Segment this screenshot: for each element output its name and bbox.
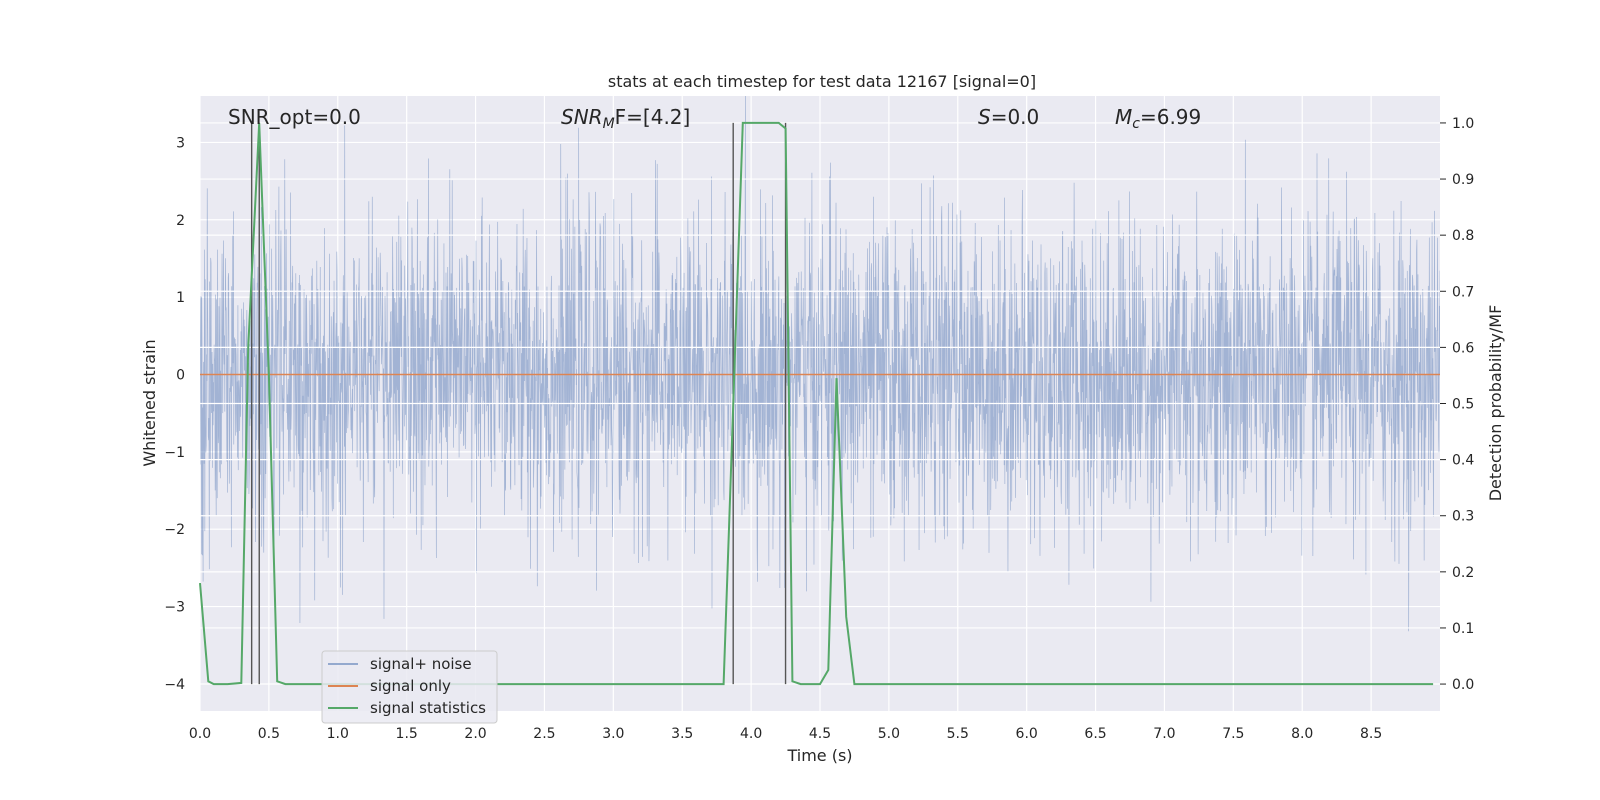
x-tick-label: 3.0 (602, 726, 624, 742)
right-y-tick-label: 0.5 (1452, 397, 1474, 413)
signal-noise-line (200, 96, 1440, 632)
x-tick-label: 8.5 (1360, 726, 1382, 742)
left-y-tick-label: −4 (164, 677, 185, 693)
right-y-axis-label: Detection probability/MF (1486, 305, 1505, 502)
x-tick-label: 0.5 (258, 726, 280, 742)
annotation-snr-mf-sub: M (603, 116, 615, 132)
annotations: SNR_opt=0.0 SNRMF=[4.2] S=0.0 Mc=6.99 (228, 105, 1201, 132)
annotation-s-rest: =0.0 (991, 105, 1040, 129)
left-y-tick-label: 0 (176, 367, 185, 383)
x-tick-label: 3.5 (671, 726, 693, 742)
left-y-axis-ticks: 3 2 1 0 −1 −2 −3 −4 (164, 135, 185, 693)
right-y-tick-label: 0.8 (1452, 228, 1474, 244)
legend-label-noise: signal+ noise (370, 655, 472, 673)
x-tick-label: 7.5 (1222, 726, 1244, 742)
left-y-tick-label: −1 (164, 445, 185, 461)
annotation-mc: Mc=6.99 (1115, 105, 1201, 132)
annotation-mc-sub: c (1132, 116, 1140, 132)
left-y-axis-label: Whitened strain (140, 339, 159, 466)
legend-box (321, 650, 498, 724)
signal-statistics-line (199, 121, 1434, 686)
annotation-snr-mf-rest: F=[4.2] (615, 105, 691, 129)
right-y-tick-label: 0.3 (1452, 509, 1474, 525)
x-tick-label: 6.0 (1016, 726, 1038, 742)
annotation-mc-rest: =6.99 (1140, 105, 1201, 129)
annotation-s: S=0.0 (978, 105, 1039, 129)
x-tick-label: 1.0 (327, 726, 349, 742)
x-tick-label: 6.5 (1084, 726, 1106, 742)
left-y-tick-label: −2 (164, 522, 185, 538)
right-y-tick-label: 0.1 (1452, 621, 1474, 637)
x-tick-label: 8.0 (1291, 726, 1313, 742)
x-tick-label: 5.0 (878, 726, 900, 742)
x-axis-label: Time (s) (786, 746, 852, 765)
x-tick-label: 0.0 (189, 726, 211, 742)
right-y-tick-label: 0.0 (1452, 677, 1474, 693)
legend: signal+ noise signal only signal statist… (321, 650, 498, 724)
annotation-s-symbol: S (978, 105, 991, 129)
annotation-mc-base: M (1115, 105, 1132, 129)
annotation-snr-mf-base: SNR (561, 105, 603, 129)
right-y-tick-label: 1.0 (1452, 116, 1474, 132)
right-y-tick-label: 0.9 (1452, 172, 1474, 188)
right-y-tick-label: 0.6 (1452, 340, 1474, 356)
series-signal-noise (200, 96, 1440, 632)
x-tick-label: 2.0 (464, 726, 486, 742)
x-tick-label: 7.0 (1153, 726, 1175, 742)
left-y-tick-label: −3 (164, 600, 185, 616)
x-axis-ticks: 0.0 0.5 1.0 1.5 2.0 2.5 3.0 3.5 4.0 4.5 5.0 5.5 6.0 6… (189, 726, 1382, 742)
chart-title: stats at each timestep for test data 121… (608, 72, 1036, 91)
annotation-snr-opt: SNR_opt=0.0 (228, 105, 361, 129)
legend-label-signal: signal only (370, 677, 451, 695)
right-y-axis-ticks: 1.0 0.9 0.8 0.7 0.6 0.5 0.4 0.3 0.2 0.1 0.0 (1440, 116, 1474, 693)
right-y-tick-label: 0.7 (1452, 284, 1474, 300)
x-tick-label: 1.5 (396, 726, 418, 742)
right-y-tick-label: 0.2 (1452, 565, 1474, 581)
right-y-tick-label: 0.4 (1452, 453, 1474, 469)
annotation-snr-mf: SNRMF=[4.2] (561, 105, 690, 132)
left-y-tick-label: 2 (176, 213, 185, 229)
left-y-tick-label: 3 (176, 135, 185, 151)
x-tick-label: 2.5 (533, 726, 555, 742)
x-tick-label: 4.0 (740, 726, 762, 742)
legend-label-statistics: signal statistics (370, 699, 486, 717)
x-tick-label: 5.5 (947, 726, 969, 742)
x-tick-label: 4.5 (809, 726, 831, 742)
left-y-tick-label: 1 (176, 290, 185, 306)
